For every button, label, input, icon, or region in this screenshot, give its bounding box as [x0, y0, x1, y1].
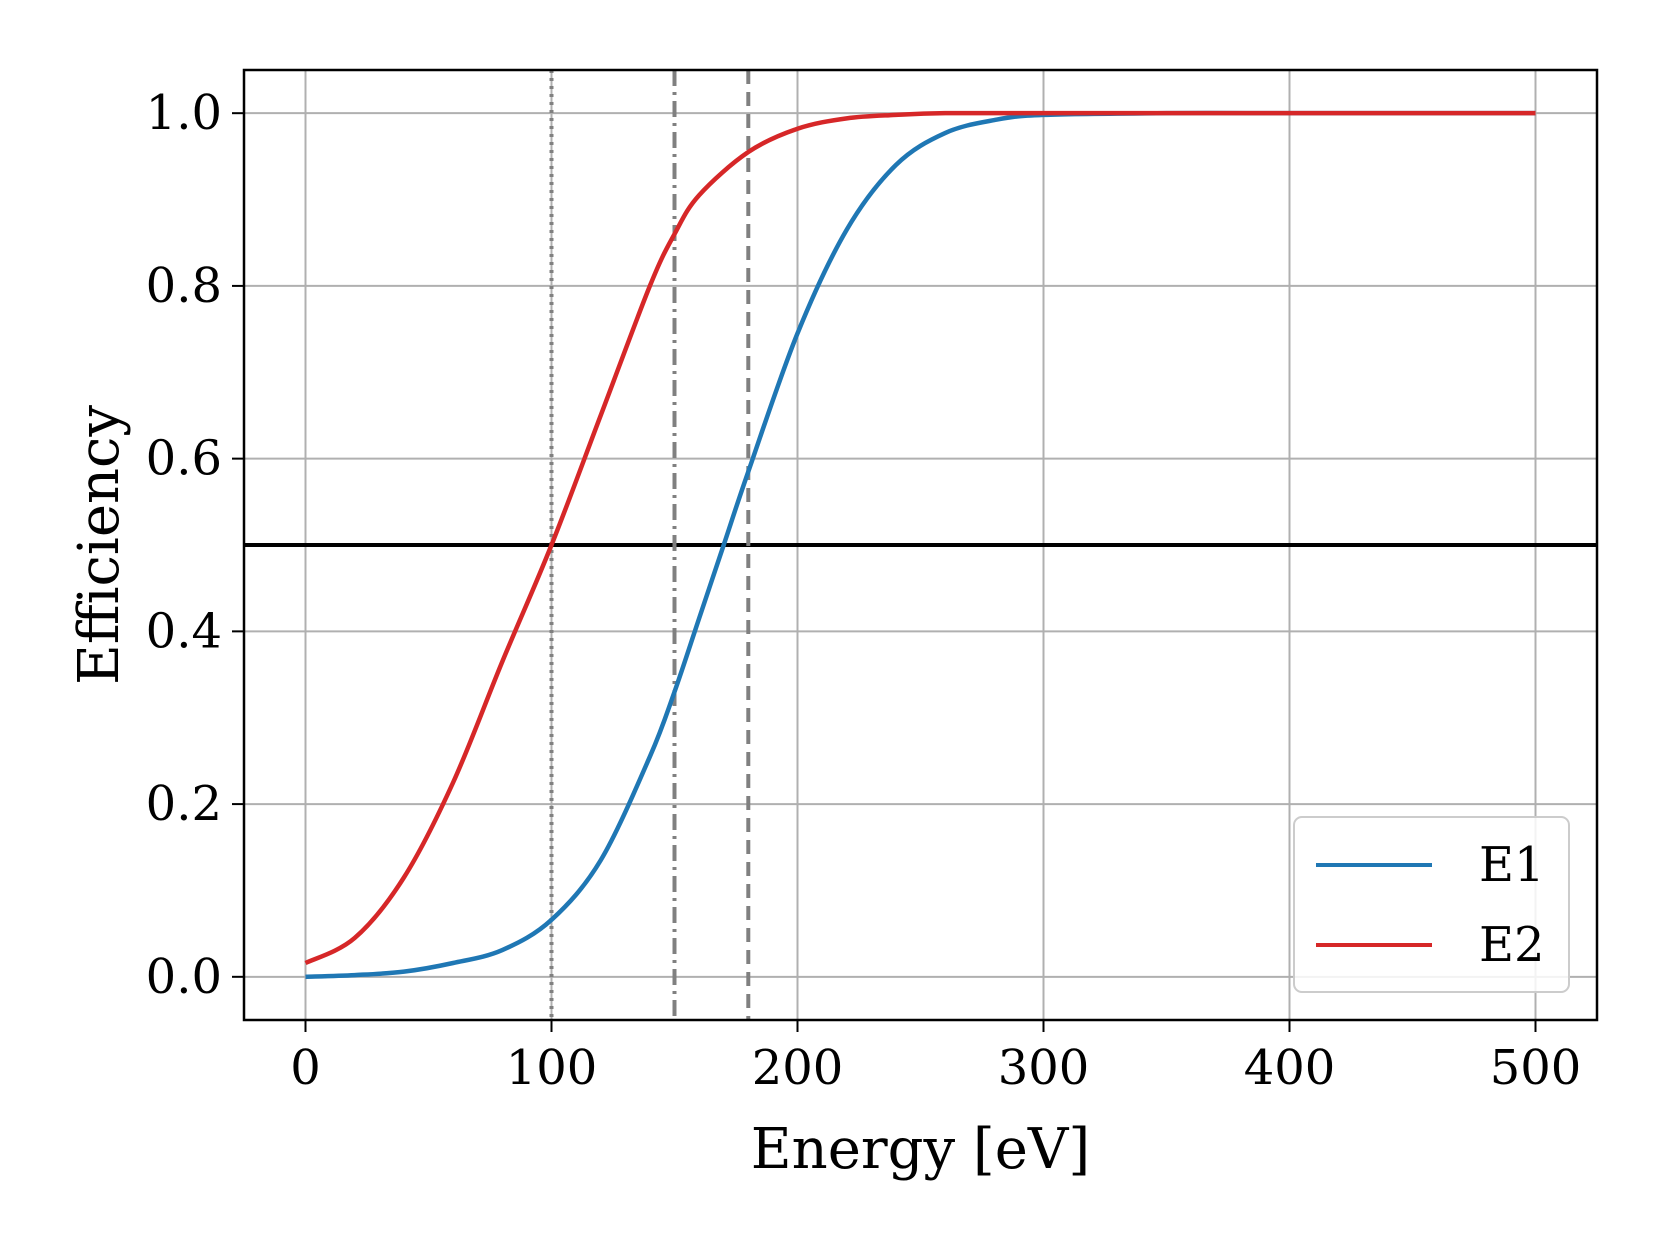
y-tick-label: 1.0 [146, 85, 222, 141]
x-tick-label: 100 [506, 1040, 598, 1096]
x-tick-label: 500 [1490, 1040, 1582, 1096]
y-tick-label: 0.8 [146, 258, 222, 314]
plot-frame [242, 68, 1599, 1022]
y-axis-title: Efficiency [67, 405, 132, 685]
y-tick-label: 0.4 [146, 603, 222, 659]
y-tick-label: 0.0 [146, 949, 222, 1005]
x-tick-label: 300 [998, 1040, 1090, 1096]
axis-ticks: 0 100 200 300 400 500 0.0 0.2 0.4 0.6 0.8 1.0 [146, 85, 1582, 1096]
x-axis-title: Energy [eV] [751, 1117, 1090, 1182]
series-lines [304, 110, 1536, 980]
x-tick-label: 0 [290, 1040, 321, 1096]
legend-label-e2: E2 [1479, 917, 1545, 973]
legend: E1 E2 [1293, 816, 1570, 993]
y-tick-label: 0.6 [146, 431, 222, 487]
series-line-e2 [304, 110, 1536, 966]
y-tick-label: 0.2 [146, 776, 222, 832]
legend-box [1293, 816, 1570, 993]
x-tick-label: 400 [1244, 1040, 1336, 1096]
legend-label-e1: E1 [1479, 837, 1545, 893]
x-tick-label: 200 [752, 1040, 844, 1096]
